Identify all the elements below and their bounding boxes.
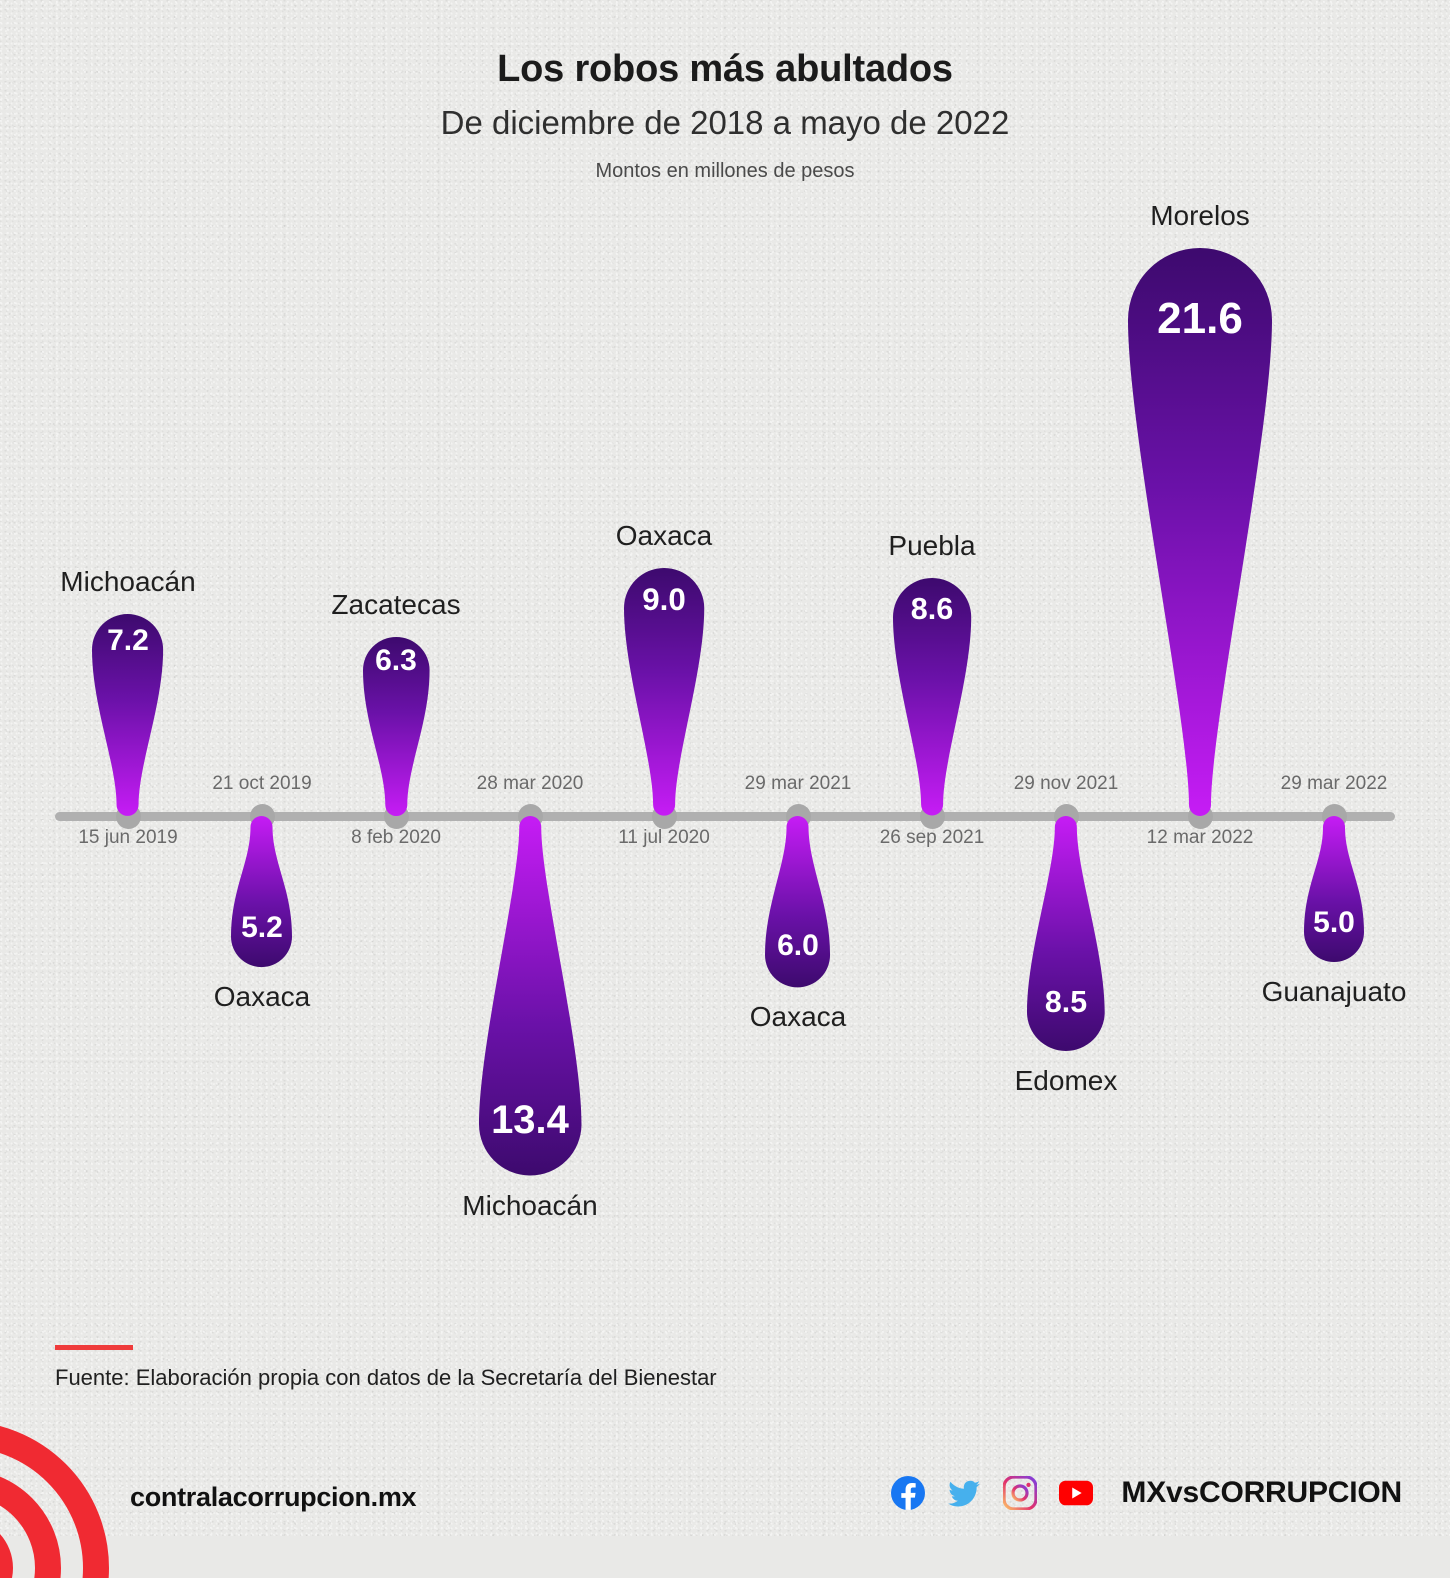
timeline-date-label: 26 sep 2021 — [879, 827, 985, 848]
droplet-value: 9.0 — [642, 582, 686, 618]
droplet-label: Zacatecas — [331, 588, 461, 620]
timeline-axis — [55, 812, 1395, 821]
droplet: 6.0 Oaxaca — [750, 816, 846, 1032]
droplet-shape — [478, 816, 582, 1176]
droplet-label: Edomex — [1014, 1064, 1118, 1096]
droplet: 21.6 Morelos — [1124, 200, 1276, 816]
facebook-icon[interactable] — [891, 1476, 926, 1510]
droplet: 5.2 Oaxaca — [214, 816, 310, 1012]
droplet-value: 8.5 — [1044, 986, 1088, 1020]
twitter-icon[interactable] — [947, 1476, 981, 1510]
timeline-date-label: 21 oct 2019 — [212, 773, 312, 794]
droplet: 6.3 Zacatecas — [331, 589, 461, 816]
timeline-date-label: 15 jun 2019 — [78, 827, 178, 848]
droplet: 7.2 Michoacán — [60, 566, 196, 816]
droplet-value: 13.4 — [491, 1098, 569, 1143]
droplet: 5.0 Guanajuato — [1262, 816, 1406, 1007]
droplet-shape — [623, 568, 705, 816]
droplet: 8.5 Edomex — [1015, 816, 1117, 1096]
droplet-value: 5.2 — [241, 910, 283, 944]
timeline-date-label: 29 nov 2021 — [1013, 773, 1119, 794]
droplet-value: 7.2 — [107, 623, 149, 657]
droplet-label: Michoacán — [60, 566, 196, 598]
droplet-shape — [92, 614, 164, 816]
mxvscorrupcion-logo — [0, 1426, 109, 1578]
droplet-shape — [892, 578, 972, 816]
page-subtitle: De diciembre de 2018 a mayo de 2022 — [440, 104, 1010, 141]
youtube-icon[interactable] — [1059, 1476, 1094, 1510]
droplet-label: Oaxaca — [615, 520, 713, 552]
instagram-icon[interactable] — [1003, 1476, 1038, 1510]
source-text: Fuente: Elaboración propia con datos de … — [55, 1365, 717, 1390]
droplet-shape — [1128, 248, 1272, 816]
droplet-shape — [765, 816, 831, 988]
droplet-label: Guanajuato — [1261, 976, 1407, 1007]
website-label[interactable]: contralacorrupcion.mx — [130, 1482, 417, 1512]
droplet-value: 6.3 — [375, 644, 417, 678]
droplet-value: 21.6 — [1157, 294, 1243, 343]
droplet-label: Morelos — [1150, 200, 1250, 231]
droplet-value: 5.0 — [1313, 906, 1355, 939]
droplet-shape — [1027, 816, 1105, 1051]
droplet-shape — [362, 636, 430, 816]
droplet-label: Oaxaca — [749, 1001, 847, 1033]
droplet-value: 6.0 — [777, 928, 819, 962]
droplet: 8.6 Puebla — [888, 530, 976, 816]
timeline-date-label: 29 mar 2021 — [744, 773, 852, 794]
brand-name: MXvsCORRUPCION — [1121, 1476, 1402, 1509]
timeline-date-label: 11 jul 2020 — [618, 827, 710, 848]
droplet-label: Puebla — [888, 530, 976, 562]
droplet-shape — [1304, 816, 1364, 962]
page-title: Los robos más abultados — [497, 48, 953, 90]
droplet: 13.4 Michoacán — [462, 816, 598, 1221]
droplet-value: 8.6 — [910, 591, 954, 626]
droplet-shape — [231, 816, 293, 968]
timeline-date-label: 8 feb 2020 — [351, 827, 441, 848]
timeline-date-label: 29 mar 2022 — [1280, 773, 1388, 794]
droplet-label: Oaxaca — [213, 981, 311, 1013]
droplet-label: Michoacán — [462, 1189, 598, 1221]
timeline-date-label: 28 mar 2020 — [476, 773, 584, 794]
timeline-date-label: 12 mar 2022 — [1146, 827, 1254, 848]
source-rule — [55, 1345, 133, 1350]
units-note: Montos en millones de pesos — [595, 160, 855, 182]
droplet: 9.0 Oaxaca — [616, 520, 712, 816]
